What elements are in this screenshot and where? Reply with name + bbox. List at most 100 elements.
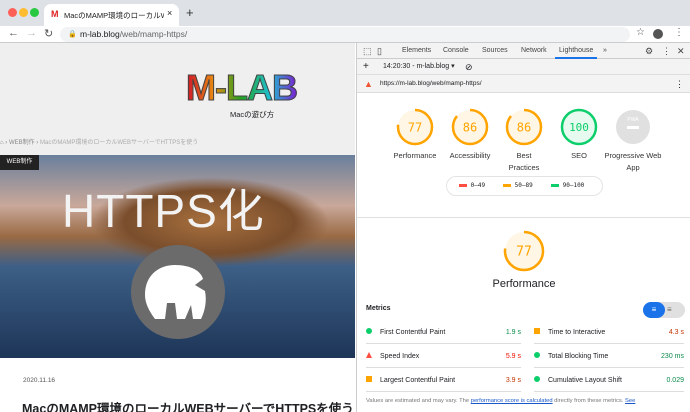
report-menu-icon[interactable]: ⋮ [675, 79, 684, 89]
svg-text:86: 86 [517, 120, 531, 134]
metric-name: Time to Interactive [548, 329, 606, 336]
minimize-window-button[interactable] [19, 8, 28, 17]
report-url[interactable]: https://m-lab.blog/web/mamp-https/ [380, 80, 482, 87]
legend-item-pass: 90–100 [551, 177, 584, 195]
score-legend: 0–49 50–89 90–100 [446, 176, 603, 196]
category-badge[interactable]: WEB制作 [0, 155, 39, 170]
new-tab-button[interactable]: + [186, 5, 194, 20]
bookmark-star-icon[interactable]: ☆ [636, 27, 645, 38]
tab-sources[interactable]: Sources [482, 47, 508, 54]
legend-label: 0–49 [470, 182, 486, 189]
site-tagline: Macの遊び方 [230, 110, 275, 119]
expanded-view-icon[interactable]: ≡ [667, 305, 672, 314]
inspect-element-icon[interactable]: ⬚ [363, 46, 372, 56]
metric-name: Total Blocking Time [548, 353, 609, 360]
clear-icon[interactable]: ⊘ [465, 62, 473, 72]
elephant-icon [145, 265, 206, 319]
home-icon[interactable]: ⌂ [0, 140, 4, 146]
close-window-button[interactable] [8, 8, 17, 17]
lighthouse-icon: ▲ [364, 79, 373, 89]
metric-value: 3.9 s [505, 377, 521, 384]
metrics-view-toggle[interactable]: ≡ ≡ [643, 302, 685, 318]
metric-value: 1.9 s [505, 329, 521, 336]
metric-value: 4.3 s [668, 329, 684, 336]
score-gauge-seo[interactable]: 100 [559, 107, 599, 149]
browser-menu-icon[interactable]: ⋮ [674, 27, 684, 38]
settings-gear-icon[interactable]: ⚙ [645, 46, 654, 56]
footer-text: Values are estimated and may vary. The [366, 398, 471, 404]
web-page: M-LAB Macの遊び方 ⌂ › WEB制作 › MacのMAMP環境のローカ… [0, 43, 355, 412]
hero-title: HTTPS化 [62, 185, 265, 237]
svg-text:100: 100 [569, 121, 589, 134]
score-gauge-accessibility[interactable]: 86 [450, 107, 490, 149]
score-label: Accessibility [449, 151, 491, 160]
close-tab-icon[interactable]: × [167, 8, 173, 18]
forward-icon[interactable]: → [26, 27, 37, 39]
metric-name: Largest Contentful Paint [380, 377, 456, 384]
metric-name: Speed Index [380, 353, 420, 360]
score-label: SEO [571, 151, 587, 160]
metric-value: 230 ms [661, 353, 684, 360]
metric-status-icon [366, 376, 372, 384]
devtools-menu-icon[interactable]: ⋮ [662, 46, 671, 56]
metric-row: Total Blocking Time 230 ms [534, 345, 684, 368]
tab-console[interactable]: Console [443, 47, 469, 54]
profile-avatar[interactable] [653, 29, 663, 39]
metric-name: First Contentful Paint [380, 329, 446, 336]
tab-title: MacのMAMP環境のローカルWEB [64, 11, 164, 20]
metric-value: 5.9 s [505, 353, 521, 360]
tab-network[interactable]: Network [521, 47, 547, 54]
article-title: MacのMAMP環境のローカルWEBサーバーでHTTPSを使う [22, 402, 354, 412]
device-toolbar-icon[interactable]: ▯ [377, 46, 382, 56]
metrics-footer: Values are estimated and may vary. The p… [366, 398, 635, 404]
legend-label: 90–100 [562, 182, 585, 189]
see-link[interactable]: See [625, 398, 636, 404]
score-gauge-best-practices[interactable]: 86 [504, 107, 544, 149]
svg-text:86: 86 [463, 120, 477, 134]
tab-elements[interactable]: Elements [402, 47, 432, 54]
legend-item-fail: 0–49 [459, 177, 485, 195]
browser-tab[interactable]: M MacのMAMP環境のローカルWEB × [44, 4, 179, 26]
score-label: Best Practices [508, 151, 540, 172]
performance-gauge[interactable]: 77 [502, 229, 546, 273]
new-report-icon[interactable]: + [363, 61, 369, 72]
score-gauge-progressive-web-app[interactable]: PWA [613, 107, 653, 149]
svg-text:77: 77 [516, 245, 532, 260]
favicon-icon: M [51, 9, 59, 19]
address-bar[interactable]: 🔒 m-lab.blog/web/mamp-https/ [60, 27, 630, 42]
metric-value: 0.029 [666, 377, 684, 384]
devtools-tabbar: ⬚ ▯ Elements Console Sources Network Lig… [357, 43, 690, 59]
maximize-window-button[interactable] [30, 8, 39, 17]
metric-row: First Contentful Paint 1.9 s [366, 321, 521, 344]
tab-bar: M MacのMAMP環境のローカルWEB × + [0, 0, 690, 26]
hero-image[interactable]: WEB制作 HTTPS化 [0, 155, 355, 358]
back-icon[interactable]: ← [8, 27, 19, 39]
compact-view-icon[interactable]: ≡ [643, 302, 665, 318]
svg-text:77: 77 [408, 120, 422, 134]
report-url-bar: ▲ https://m-lab.blog/web/mamp-https/ ⋮ [357, 75, 690, 93]
reload-icon[interactable]: ↻ [44, 28, 54, 40]
breadcrumb-item[interactable]: WEB制作 [8, 140, 35, 146]
site-logo[interactable]: M-LAB [186, 67, 299, 109]
article-header: 2020.11.16 MacのMAMP環境のローカルWEBサーバーでHTTPSを… [0, 358, 355, 412]
metric-status-icon [534, 376, 540, 384]
score-calculator-link[interactable]: performance score is calculated [470, 398, 553, 404]
url-path: /web/mamp-https/ [119, 29, 188, 39]
metric-status-icon [366, 328, 372, 336]
metric-row: Speed Index 5.9 s [366, 345, 521, 368]
lock-icon: 🔒 [68, 31, 77, 38]
breadcrumb: ⌂ › WEB制作 › MacのMAMP環境のローカルWEBサーバーでHTTPS… [0, 140, 199, 146]
metric-status-icon [534, 352, 540, 360]
metric-status-icon [366, 352, 372, 360]
performance-title: Performance [492, 278, 556, 290]
report-selector[interactable]: 14:20:30 - m-lab.blog ▾ [383, 63, 455, 70]
more-tabs-icon[interactable]: » [603, 47, 607, 54]
post-date: 2020.11.16 [23, 377, 56, 384]
score-gauge-performance[interactable]: 77 [395, 107, 435, 149]
close-devtools-icon[interactable]: ✕ [677, 46, 685, 56]
score-label: Performance [393, 151, 437, 160]
tab-lighthouse[interactable]: Lighthouse [555, 43, 598, 59]
divider [357, 217, 690, 218]
svg-text:PWA: PWA [627, 117, 639, 123]
metric-name: Cumulative Layout Shift [548, 377, 622, 384]
